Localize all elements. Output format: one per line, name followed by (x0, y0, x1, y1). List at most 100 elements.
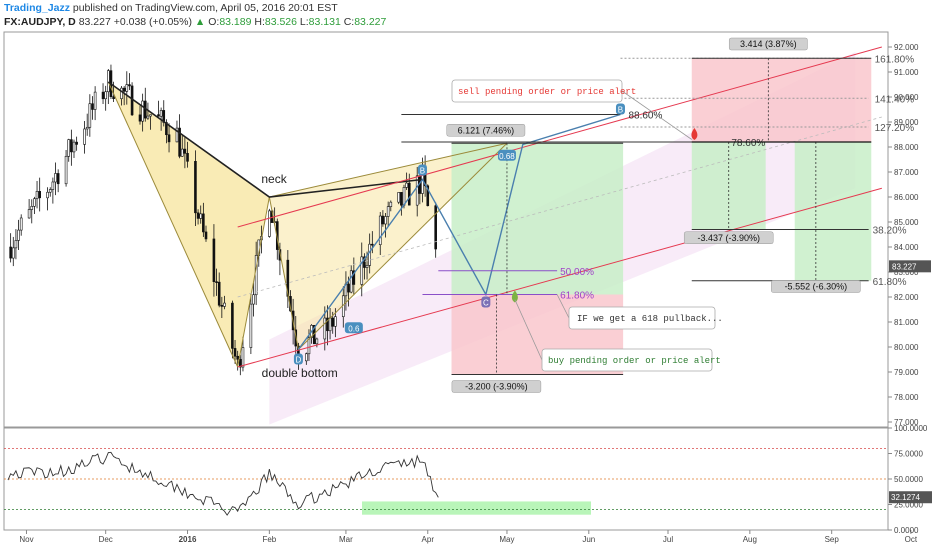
callout-box[interactable] (568, 306, 716, 330)
candle-body (138, 114, 142, 122)
buy-alert-icon[interactable] (511, 290, 518, 303)
harmonic-leg (237, 196, 270, 368)
candle-body (46, 191, 49, 199)
harmonic-leg (269, 142, 508, 198)
neck-label: neck (261, 172, 287, 186)
rsi-last-label: 32.1274 (891, 493, 920, 502)
swing-marker (481, 296, 491, 308)
candle-body (104, 91, 107, 100)
time-axis-label: Oct (905, 535, 918, 544)
channel-lower-line (237, 187, 882, 368)
swing-marker-label: 0.68 (499, 152, 515, 161)
publication-line: Trading_Jazz published on TradingView.co… (4, 2, 338, 14)
candle-body (347, 283, 350, 293)
swing-marker (497, 149, 516, 161)
fib-level-label: 127.20% (875, 123, 915, 134)
candle-body (223, 302, 226, 307)
long-target-zone (451, 143, 624, 295)
price-axis-label: 92.000 (894, 43, 919, 52)
harmonic-leg (268, 196, 299, 350)
fib-level-label: 161.80% (875, 54, 915, 65)
candle-body (70, 139, 73, 153)
rsi-axis-label: 100.0000 (894, 424, 928, 433)
candle-body (19, 217, 23, 231)
candle-body (268, 210, 271, 237)
price-axis-label: 91.000 (894, 68, 919, 77)
candle-body (386, 206, 390, 217)
candle-body (120, 87, 123, 100)
swing-marker (615, 103, 625, 115)
projection-label-box (683, 231, 774, 244)
candle-body (241, 347, 245, 368)
swing-marker (417, 164, 427, 176)
harmonic-leg (107, 81, 239, 368)
rsi-last-badge (889, 491, 932, 504)
candle-body (64, 155, 68, 185)
candle-body (67, 139, 71, 157)
axes: 92.000 91.000 90.000 89.000 88.000 87.000 86.0… (19, 43, 932, 544)
price-axis-label: 80.000 (894, 343, 919, 352)
candle-body (368, 243, 371, 266)
candle-body (402, 187, 406, 206)
callout-box[interactable] (541, 348, 713, 372)
candle-body (212, 238, 216, 282)
candle-body (204, 231, 208, 240)
price-pane[interactable] (3, 31, 889, 428)
price-axis-label: 81.000 (894, 318, 919, 327)
callout-box[interactable] (451, 79, 623, 103)
candle-body (91, 103, 94, 110)
rsi-pane[interactable] (3, 427, 889, 531)
author-link[interactable]: Trading_Jazz (4, 2, 70, 14)
last-price: 83.227 (78, 16, 111, 28)
projection-label-box (446, 124, 526, 137)
low-value: 83.131 (308, 16, 341, 28)
candle-body (323, 317, 327, 340)
time-axis-label: Apr (422, 535, 435, 544)
price-axis-label: 86.000 (894, 193, 919, 202)
candle-body (122, 87, 126, 92)
candle-body (231, 302, 234, 349)
swing-marker-label: B (618, 106, 623, 115)
candle-body (175, 127, 179, 143)
candle-body (415, 175, 419, 206)
price-axis-label: 87.000 (894, 168, 919, 177)
candle-body (186, 153, 189, 162)
callout-pointer (621, 90, 692, 140)
candle-body (384, 216, 387, 225)
candle-body (35, 191, 39, 200)
candle-body (363, 256, 366, 268)
candle-body (360, 256, 364, 285)
candle-body (88, 103, 92, 128)
candle-body (11, 247, 15, 259)
candle-body (307, 337, 311, 355)
candle-body (48, 189, 52, 193)
time-axis-label: Sep (825, 535, 840, 544)
projection-label-box (728, 37, 808, 51)
drawing-overlay[interactable]: 161.80% 141.40% 127.20% 88.60% 78.60% 38.20% 6… (237, 37, 915, 393)
candle-body (202, 213, 205, 233)
candle-body (315, 338, 319, 345)
candle-body (128, 84, 131, 87)
candle-body (33, 198, 36, 207)
close-label: C: (343, 16, 355, 28)
callout-text: buy pending order or price alert (548, 356, 721, 366)
projection-label-text: -5.552 (-6.30%) (785, 282, 848, 292)
candle-body (125, 84, 129, 92)
time-axis-label: May (499, 535, 514, 544)
high-label: H: (254, 16, 265, 28)
fib-level-label: 38.20% (873, 226, 907, 237)
sell-alert-icon[interactable] (691, 128, 698, 140)
price-axis-label: 78.000 (894, 393, 919, 402)
candle-body (146, 115, 150, 119)
double-bottom-label: double bottom (262, 366, 338, 380)
candle-body (194, 161, 197, 214)
candle-body (405, 182, 408, 188)
candle-body (112, 96, 115, 100)
neckline (107, 81, 423, 198)
candle-body (75, 141, 78, 145)
candle-body (85, 126, 89, 130)
candle-body (159, 110, 163, 117)
time-axis-label: Dec (99, 535, 113, 544)
projection-label-text: -3.437 (-3.90%) (697, 233, 760, 243)
